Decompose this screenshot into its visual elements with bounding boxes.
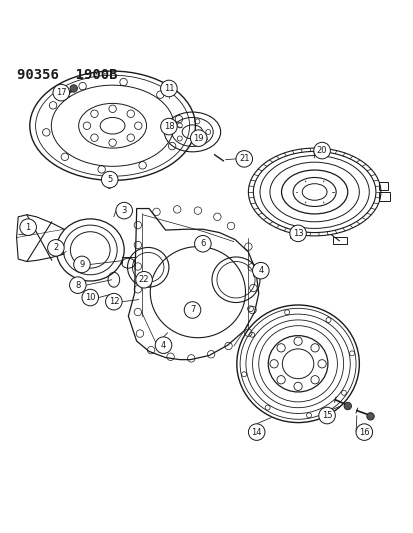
Bar: [378, 182, 387, 190]
Circle shape: [366, 413, 373, 420]
Text: 16: 16: [358, 427, 369, 437]
Text: 4: 4: [258, 266, 263, 275]
Text: 5: 5: [107, 175, 112, 184]
Circle shape: [248, 424, 264, 440]
Circle shape: [235, 151, 252, 167]
Circle shape: [135, 271, 152, 288]
Circle shape: [252, 262, 268, 279]
Text: 3: 3: [121, 206, 126, 215]
Text: 13: 13: [292, 229, 303, 238]
Circle shape: [184, 302, 200, 318]
Text: 18: 18: [163, 122, 174, 131]
Circle shape: [355, 424, 372, 440]
Circle shape: [190, 130, 206, 147]
Circle shape: [82, 289, 98, 306]
Circle shape: [105, 293, 122, 310]
Text: 1: 1: [26, 223, 31, 232]
Circle shape: [160, 80, 177, 97]
Text: 20: 20: [316, 146, 327, 155]
Text: 6: 6: [200, 239, 205, 248]
Text: 7: 7: [190, 305, 195, 314]
Circle shape: [69, 277, 86, 293]
Text: 8: 8: [75, 281, 80, 289]
Text: 4: 4: [161, 341, 166, 350]
Text: 14: 14: [251, 427, 261, 437]
Text: 21: 21: [238, 155, 249, 163]
Circle shape: [116, 203, 132, 219]
Text: 2: 2: [53, 244, 58, 252]
Bar: [378, 192, 389, 201]
Text: 12: 12: [108, 297, 119, 306]
Text: 22: 22: [138, 275, 149, 284]
Circle shape: [343, 402, 351, 410]
Circle shape: [318, 407, 335, 424]
Circle shape: [53, 84, 69, 101]
Bar: [332, 237, 346, 244]
Circle shape: [194, 236, 211, 252]
Circle shape: [313, 142, 330, 159]
Text: 19: 19: [193, 134, 204, 143]
Text: 90356  1900B: 90356 1900B: [17, 68, 117, 82]
Text: 10: 10: [85, 293, 95, 302]
Circle shape: [155, 337, 171, 353]
Circle shape: [289, 225, 306, 241]
Circle shape: [47, 240, 64, 256]
Text: 15: 15: [321, 411, 332, 420]
Circle shape: [20, 219, 36, 236]
Circle shape: [160, 118, 177, 135]
Circle shape: [70, 85, 77, 92]
Text: 9: 9: [79, 260, 84, 269]
Text: 17: 17: [56, 88, 66, 97]
Circle shape: [74, 256, 90, 273]
Circle shape: [101, 171, 118, 188]
Text: 11: 11: [163, 84, 174, 93]
